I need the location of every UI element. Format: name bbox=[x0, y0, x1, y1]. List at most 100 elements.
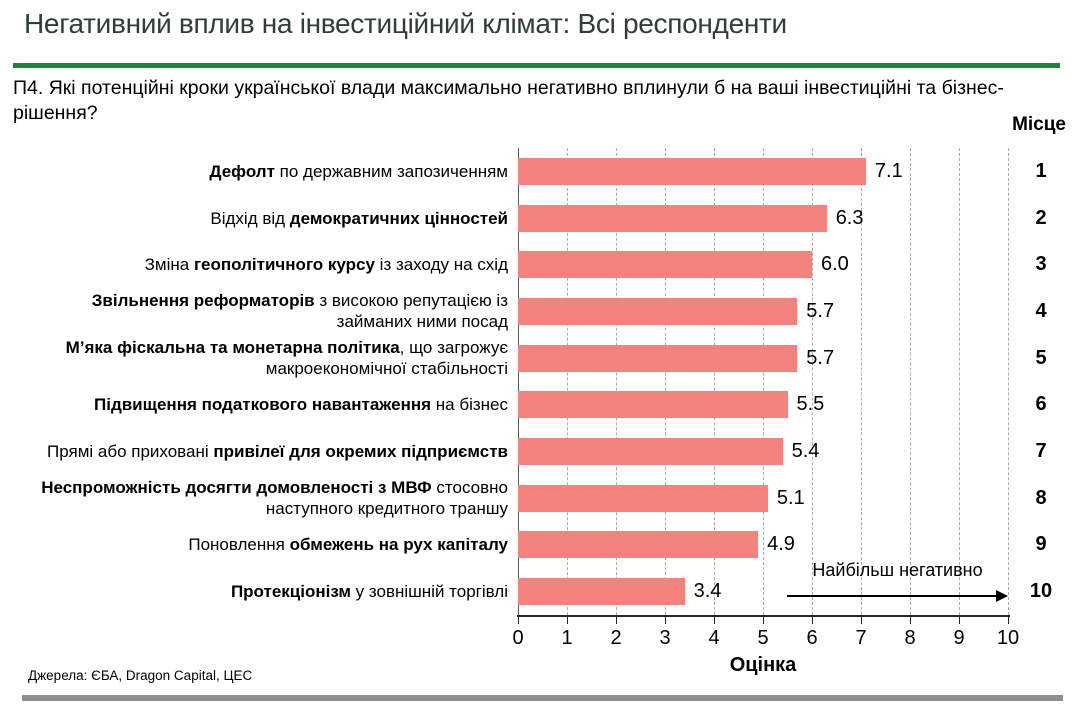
value-label: 4.9 bbox=[767, 533, 795, 556]
bar bbox=[518, 251, 812, 279]
category-label: Неспроможність досягти домовленості з МВ… bbox=[38, 475, 508, 522]
gridline bbox=[1008, 148, 1009, 615]
bar bbox=[518, 204, 827, 232]
x-axis-title: Оцінка bbox=[729, 654, 797, 676]
category-label-segment: демократичних цінностей bbox=[289, 208, 508, 228]
axis-tick bbox=[861, 617, 862, 624]
value-label: 5.4 bbox=[791, 440, 820, 463]
axis-tick-label: 5 bbox=[757, 627, 769, 649]
axis-tick bbox=[763, 617, 764, 624]
axis-tick bbox=[616, 617, 617, 624]
sources-note: Джерела: ЄБА, Dragon Capital, ЦЕС bbox=[28, 668, 253, 683]
category-label-segment: Підвищення податкового навантаження bbox=[94, 395, 432, 415]
rank-label: 7 bbox=[1035, 440, 1047, 463]
axis-tick-label: 8 bbox=[904, 627, 916, 649]
axis-tick bbox=[1008, 617, 1009, 624]
category-label-segment: стосовно наступного кредитного траншу bbox=[265, 478, 508, 519]
bar bbox=[518, 391, 788, 419]
category-label-segment: Відхід від bbox=[210, 208, 290, 228]
gridline bbox=[959, 148, 960, 615]
rank-label: 2 bbox=[1035, 206, 1047, 229]
category-label: Звільнення реформаторів з високою репута… bbox=[38, 288, 508, 335]
category-label: Підвищення податкового навантаження на б… bbox=[38, 382, 508, 429]
bar bbox=[518, 484, 768, 512]
axis-tick-label: 0 bbox=[512, 627, 524, 649]
bar bbox=[518, 578, 685, 606]
category-label-segment: привілеї для окремих підприємств bbox=[213, 442, 508, 462]
category-label-segment: геополітичного курсу bbox=[193, 255, 375, 275]
axis-tick-label: 3 bbox=[659, 627, 671, 649]
category-label: М’яка фіскальна та монетарна політика, щ… bbox=[38, 335, 508, 382]
gridline bbox=[665, 148, 666, 615]
rank-label: 10 bbox=[1029, 580, 1053, 603]
rank-label: 4 bbox=[1035, 299, 1047, 322]
category-label-segment: Звільнення реформаторів bbox=[91, 291, 315, 311]
value-label: 3.4 bbox=[693, 580, 722, 603]
axis-tick-label: 4 bbox=[708, 627, 720, 649]
category-label-segment: Зміна bbox=[144, 255, 194, 275]
gridline bbox=[616, 148, 617, 615]
axis-tick bbox=[910, 617, 911, 624]
category-label: Дефолт по державним запозиченням bbox=[38, 148, 508, 195]
question-text: П4. Які потенційні кроки української вла… bbox=[13, 77, 1004, 124]
gridline bbox=[567, 148, 568, 615]
footer-divider bbox=[22, 695, 1063, 701]
annotation-arrow-line bbox=[787, 595, 998, 597]
category-label: Відхід від демократичних цінностей bbox=[38, 195, 508, 242]
axis-tick bbox=[959, 617, 960, 624]
bar bbox=[518, 157, 866, 185]
gridline bbox=[861, 148, 862, 615]
gridline bbox=[812, 148, 813, 615]
category-label: Протекціонізм у зовнішній торгівлі bbox=[38, 568, 508, 615]
category-label: Зміна геополітичного курсу із заходу на … bbox=[38, 241, 508, 288]
x-axis-line bbox=[517, 615, 1010, 617]
axis-tick-label: 9 bbox=[953, 627, 965, 649]
rank-label: 9 bbox=[1035, 533, 1047, 556]
value-label: 6.0 bbox=[821, 253, 849, 276]
rank-label: 5 bbox=[1035, 346, 1047, 369]
category-label-segment: Поновлення bbox=[188, 535, 290, 555]
axis-tick bbox=[567, 617, 568, 624]
title-divider bbox=[13, 63, 1060, 68]
axis-tick bbox=[714, 617, 715, 624]
axis-tick-label: 2 bbox=[610, 627, 622, 649]
axis-tick bbox=[518, 617, 519, 624]
rank-label: 6 bbox=[1035, 393, 1047, 416]
category-label-segment: Неспроможність досягти домовленості з МВ… bbox=[41, 478, 432, 498]
axis-tick bbox=[665, 617, 666, 624]
category-label-segment: по державним запозиченням bbox=[274, 161, 508, 181]
value-label: 5.7 bbox=[806, 346, 835, 369]
category-label-segment: із заходу на схід bbox=[374, 255, 508, 275]
axis-tick-label: 10 bbox=[996, 627, 1020, 649]
annotation-most-negative: Найбільш негативно bbox=[812, 560, 983, 580]
category-label: Поновлення обмежень на рух капіталу bbox=[38, 522, 508, 569]
category-label-segment: на бізнес bbox=[431, 395, 508, 415]
category-label-segment: у зовнішній торгівлі bbox=[350, 582, 508, 602]
axis-tick-label: 7 bbox=[855, 627, 867, 649]
rank-label: 1 bbox=[1035, 159, 1047, 182]
value-label: 5.5 bbox=[796, 393, 825, 416]
value-label: 7.1 bbox=[874, 159, 903, 182]
bar-chart: 0 1 2 3 4 5 6 7 8 9 10 Дефолт по державним запозиче… bbox=[0, 148, 1073, 705]
axis-tick bbox=[812, 617, 813, 624]
category-label-segment: обмежень на рух капіталу bbox=[289, 535, 508, 555]
gridline bbox=[763, 148, 764, 615]
value-label: 6.3 bbox=[835, 206, 864, 229]
value-label: 5.1 bbox=[776, 486, 805, 509]
value-label: 5.7 bbox=[806, 299, 835, 322]
axis-tick-label: 1 bbox=[561, 627, 573, 649]
category-label: Прямі або приховані привілеї для окремих… bbox=[38, 428, 508, 475]
rank-column-header: Місце bbox=[1012, 114, 1066, 135]
rank-label: 8 bbox=[1035, 486, 1047, 509]
bar bbox=[518, 531, 759, 559]
gridline bbox=[910, 148, 911, 615]
page-title: Негативний вплив на інвестиційний клімат… bbox=[24, 8, 787, 39]
y-axis-line bbox=[518, 148, 519, 615]
rank-label: 3 bbox=[1035, 253, 1047, 276]
category-label-segment: з високою репутацією із займаних ними по… bbox=[314, 291, 508, 332]
axis-tick-label: 6 bbox=[806, 627, 818, 649]
category-label-segment: Прямі або приховані bbox=[47, 442, 214, 462]
category-label-segment: , що загрожує макроекономічної стабільно… bbox=[265, 338, 508, 379]
bar bbox=[518, 438, 783, 466]
